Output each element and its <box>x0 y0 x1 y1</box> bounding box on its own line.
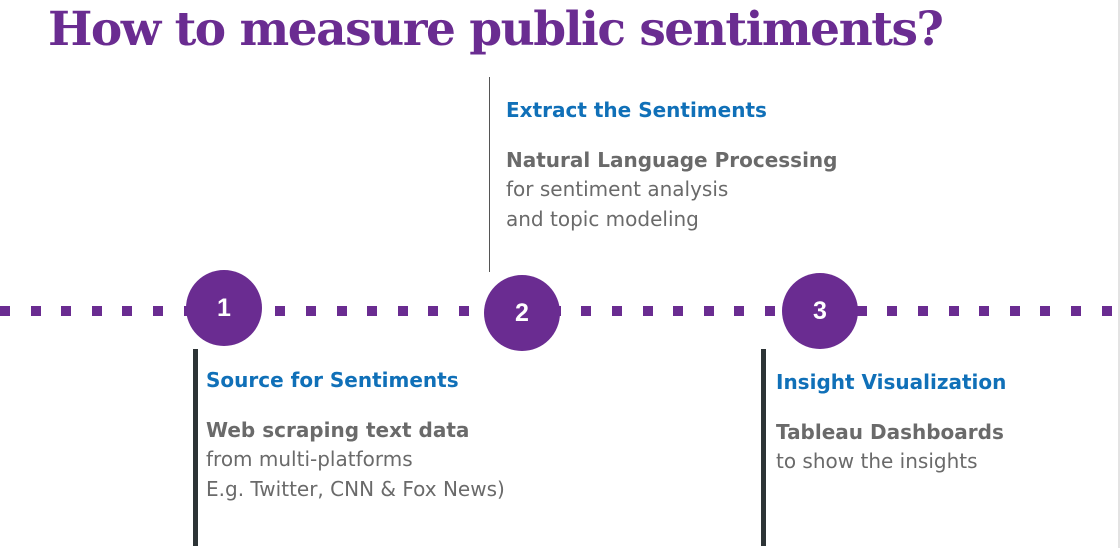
step-2-heading: Extract the Sentiments <box>506 98 767 122</box>
step-2-text-block: Extract the Sentiments Natural Language … <box>506 98 846 234</box>
step-2-number: 2 <box>515 298 529 327</box>
timeline-dot <box>734 306 744 316</box>
timeline-dot <box>949 306 959 316</box>
timeline-dot <box>643 306 653 316</box>
step-2-connector-line <box>489 77 490 272</box>
step-2-detail-bold: Natural Language Processing <box>506 148 838 172</box>
step-3-number: 3 <box>813 296 827 325</box>
timeline-dot <box>857 306 867 316</box>
step-1-connector-line <box>193 349 198 546</box>
step-3-circle: 3 <box>782 273 858 349</box>
step-1-text-block: Source for Sentiments Web scraping text … <box>206 368 546 504</box>
timeline-dot <box>61 306 71 316</box>
timeline-dot <box>398 306 408 316</box>
timeline-dot <box>306 306 316 316</box>
step-2-detail-line-2: and topic modeling <box>506 207 699 231</box>
step-3-connector-line <box>761 349 766 546</box>
step-1-heading: Source for Sentiments <box>206 368 459 392</box>
timeline-dot <box>122 306 132 316</box>
step-3-detail-bold: Tableau Dashboards <box>776 420 1004 444</box>
step-1-detail-bold: Web scraping text data <box>206 418 470 442</box>
step-2-circle: 2 <box>484 275 560 351</box>
timeline-dot <box>887 306 897 316</box>
timeline-dot <box>1102 306 1112 316</box>
timeline-dot <box>153 306 163 316</box>
step-1-detail-line-1: from multi-platforms <box>206 447 413 471</box>
timeline-dot <box>765 306 775 316</box>
timeline-dot <box>459 306 469 316</box>
right-edge-divider <box>1118 0 1120 548</box>
page-title: How to measure public sentiments? <box>48 2 944 57</box>
timeline-dot <box>367 306 377 316</box>
timeline-dot <box>979 306 989 316</box>
timeline-dot <box>1071 306 1081 316</box>
timeline-dotted-line <box>0 306 1120 316</box>
timeline-dot <box>31 306 41 316</box>
timeline-dot <box>337 306 347 316</box>
step-2-detail-line-1: for sentiment analysis <box>506 177 729 201</box>
step-1-number: 1 <box>217 293 231 322</box>
timeline-dot <box>673 306 683 316</box>
step-3-text-block: Insight Visualization Tableau Dashboards… <box>776 370 1116 476</box>
step-3-heading: Insight Visualization <box>776 370 1007 394</box>
step-1-detail-line-2: E.g. Twitter, CNN & Fox News) <box>206 477 505 501</box>
timeline-dot <box>1010 306 1020 316</box>
timeline-dot <box>0 306 10 316</box>
timeline-dot <box>1040 306 1050 316</box>
timeline-dot <box>581 306 591 316</box>
timeline-dot <box>918 306 928 316</box>
timeline-dot <box>92 306 102 316</box>
timeline-dot <box>428 306 438 316</box>
timeline-dot <box>612 306 622 316</box>
timeline-dot <box>275 306 285 316</box>
timeline-dot <box>704 306 714 316</box>
step-3-detail-line-1: to show the insights <box>776 449 978 473</box>
step-1-circle: 1 <box>186 270 262 346</box>
